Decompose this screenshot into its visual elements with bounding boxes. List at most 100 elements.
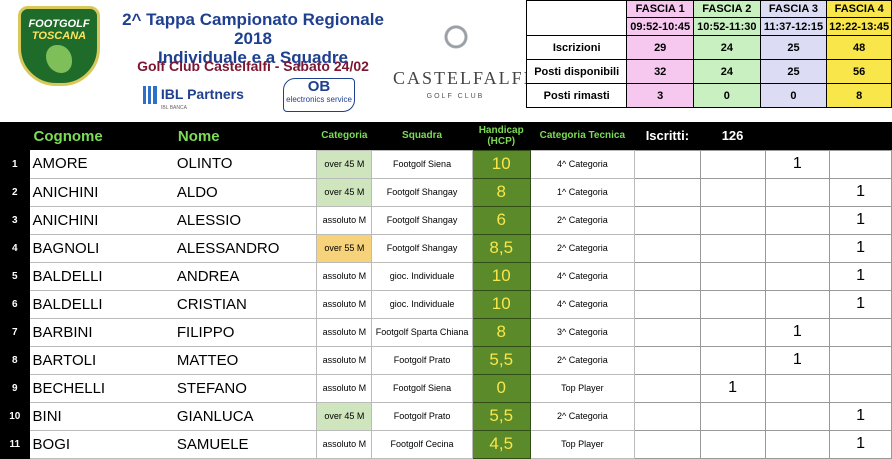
fascia-1-mark	[634, 233, 701, 263]
row-number: 4	[0, 234, 30, 262]
header-cognome: Cognome	[29, 122, 174, 150]
player-handicap: 5,5	[471, 345, 531, 375]
table-row[interactable]: 4 BAGNOLI ALESSANDRO over 55 M Footgolf Shan…	[0, 233, 892, 263]
fascia-1-mark	[634, 289, 701, 319]
posti-rimasti-fascia-1: 3	[626, 83, 695, 108]
header-nome: Nome	[173, 122, 317, 150]
ibl-tagline: IBL BANCA	[161, 105, 187, 111]
table-row[interactable]: 9 BECHELLI STEFANO assoluto M Footgolf Siena…	[0, 373, 892, 403]
player-surname: BINI	[29, 402, 174, 431]
player-technical-category: 2^ Categoria	[529, 233, 636, 263]
player-team: Footgolf Siena	[371, 149, 473, 179]
player-technical-category: 4^ Categoria	[529, 261, 636, 291]
player-surname: BALDELLI	[29, 262, 174, 291]
player-name: ALESSIO	[173, 206, 317, 235]
row-number: 10	[0, 402, 30, 430]
table-row[interactable]: 1 AMORE OLINTO over 45 M Footgolf Siena 10 4^ …	[0, 149, 892, 179]
posti-rimasti-fascia-2: 0	[693, 83, 761, 108]
player-technical-category: 4^ Categoria	[529, 149, 636, 179]
posti-rimasti-fascia-4: 8	[826, 83, 892, 108]
event-venue: Golf Club Castelfalfi - Sabato 24/02	[137, 58, 369, 74]
fascia-4-mark	[829, 317, 892, 347]
row-label-posti-rimasti: Posti rimasti	[525, 83, 628, 108]
player-name: STEFANO	[173, 374, 317, 403]
player-technical-category: Top Player	[529, 429, 636, 459]
player-category: over 55 M	[316, 233, 373, 263]
header-handicap: Handicap (HCP)	[472, 122, 531, 150]
player-name: MATTEO	[173, 346, 317, 375]
fascia-4-mark: 1	[829, 289, 892, 319]
player-handicap: 10	[471, 289, 531, 319]
player-name: ALDO	[173, 178, 317, 207]
player-team: Footgolf Cecina	[371, 429, 473, 459]
row-number: 8	[0, 346, 30, 374]
row-number: 11	[0, 430, 30, 458]
header-categoria: Categoria	[316, 122, 372, 150]
fascia-2-mark	[699, 429, 766, 459]
table-row[interactable]: 11 BOGI SAMUELE assoluto M Footgolf Cecina 4,…	[0, 429, 892, 459]
row-number: 5	[0, 262, 30, 290]
table-row[interactable]: 3 ANICHINI ALESSIO assoluto M Footgolf Shang…	[0, 205, 892, 235]
player-technical-category: 3^ Categoria	[529, 317, 636, 347]
player-technical-category: 4^ Categoria	[529, 289, 636, 319]
fascia-2-mark	[699, 205, 766, 235]
header-iscritti-count: 126	[700, 122, 766, 150]
event-title: 2^ Tappa Campionato Regionale 2018 Indiv…	[108, 10, 398, 67]
fascia-1-mark	[634, 261, 701, 291]
player-category: assoluto M	[316, 289, 373, 319]
player-name: FILIPPO	[173, 318, 317, 347]
fascia-2-mark	[699, 261, 766, 291]
fasce-corner	[525, 0, 628, 36]
player-category: assoluto M	[316, 261, 373, 291]
row-number: 9	[0, 374, 30, 402]
player-category: assoluto M	[316, 345, 373, 375]
posti-disponibili-fascia-3: 25	[759, 59, 828, 84]
row-label-posti-disponibili: Posti disponibili	[525, 59, 628, 84]
iscrizioni-fascia-1: 29	[626, 35, 695, 60]
tuscany-map-icon	[46, 45, 72, 73]
fascia-3-mark	[764, 289, 831, 319]
fascia-1-mark	[634, 149, 701, 179]
player-handicap: 6	[471, 205, 531, 235]
participants-header-row: Cognome Nome Categoria Squadra Handicap …	[0, 122, 892, 150]
header-categoria-tecnica: Categoria Tecnica	[530, 122, 635, 150]
player-team: gioc. Individuale	[371, 289, 473, 319]
fascia-3-mark	[764, 177, 831, 207]
fascia-1-time: 09:52-10:45	[626, 17, 695, 36]
fascia-1-mark	[634, 177, 701, 207]
player-handicap: 0	[471, 373, 531, 403]
player-team: Footgolf Shangay	[371, 233, 473, 263]
fascia-1-mark	[634, 317, 701, 347]
fascia-4-mark: 1	[829, 401, 892, 431]
player-category: assoluto M	[316, 317, 373, 347]
table-row[interactable]: 10 BINI GIANLUCA over 45 M Footgolf Prato 5,5…	[0, 401, 892, 431]
fascia-2-mark	[699, 177, 766, 207]
fasce-summary-table: FASCIA 1 FASCIA 2 FASCIA 3 FASCIA 4 09:5…	[525, 0, 892, 108]
fascia-1-label: FASCIA 1	[626, 0, 695, 18]
player-handicap: 8	[471, 317, 531, 347]
table-row[interactable]: 7 BARBINI FILIPPO assoluto M Footgolf Sparta…	[0, 317, 892, 347]
event-title-line2: Individuale e a Squadre	[158, 48, 348, 67]
player-surname: ANICHINI	[29, 178, 174, 207]
fascia-4-mark: 1	[829, 261, 892, 291]
table-row[interactable]: 8 BARTOLI MATTEO assoluto M Footgolf Prato 5,…	[0, 345, 892, 375]
iscrizioni-fascia-4: 48	[826, 35, 892, 60]
player-handicap: 10	[471, 149, 531, 179]
fascia-4-mark	[829, 345, 892, 375]
fascia-3-mark	[764, 373, 831, 403]
player-category: over 45 M	[316, 149, 373, 179]
ibl-bars-icon	[143, 86, 157, 105]
player-team: Footgolf Sparta Chiana	[371, 317, 473, 347]
header-blank-3	[765, 122, 830, 150]
fascia-4-mark: 1	[829, 205, 892, 235]
posti-disponibili-fascia-2: 24	[693, 59, 761, 84]
fascia-4-mark	[829, 149, 892, 179]
row-number: 7	[0, 318, 30, 346]
player-team: Footgolf Siena	[371, 373, 473, 403]
logo-text-line1: FOOTGOLF	[28, 18, 90, 30]
club-sub: GOLF CLUB	[426, 93, 485, 100]
player-name: GIANLUCA	[173, 402, 317, 431]
table-row[interactable]: 2 ANICHINI ALDO over 45 M Footgolf Shangay 8 1…	[0, 177, 892, 207]
